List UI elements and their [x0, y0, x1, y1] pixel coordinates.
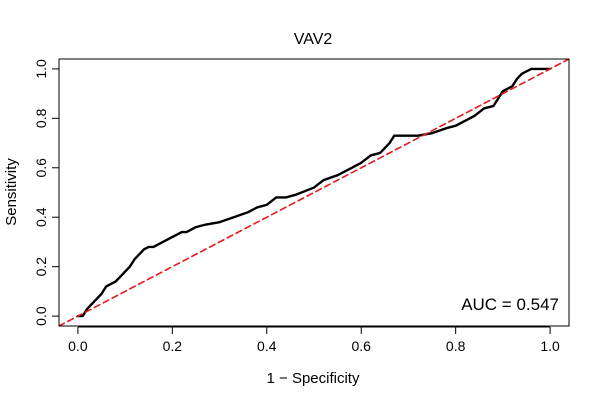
- y-tick-label: 0.4: [33, 207, 49, 227]
- roc-curve-line: [76, 67, 552, 318]
- x-tick-label: 0.6: [351, 338, 371, 354]
- chart-title: VAV2: [294, 31, 333, 48]
- reference-diagonal-line: [59, 59, 569, 326]
- x-tick-label: 0.8: [446, 338, 466, 354]
- x-axis: 0.0 0.2 0.4 0.6 0.8 1.0: [68, 326, 560, 354]
- y-tick-label: 0.6: [33, 158, 49, 178]
- x-tick-label: 0.0: [68, 338, 88, 354]
- y-axis: 0.0 0.2 0.4 0.6 0.8 1.0: [33, 59, 60, 326]
- y-axis-label: Sensitivity: [3, 158, 20, 226]
- y-tick-label: 1.0: [33, 59, 49, 79]
- y-tick-label: 0.8: [33, 108, 49, 128]
- x-tick-label: 0.2: [163, 338, 183, 354]
- auc-annotation: AUC = 0.547: [461, 295, 559, 314]
- x-tick-label: 0.4: [257, 338, 277, 354]
- x-axis-label: 1 − Specificity: [267, 370, 360, 387]
- x-tick-label: 1.0: [540, 338, 560, 354]
- y-tick-label: 0.0: [33, 306, 49, 326]
- series-layer: [59, 59, 569, 326]
- y-tick-label: 0.2: [33, 257, 49, 277]
